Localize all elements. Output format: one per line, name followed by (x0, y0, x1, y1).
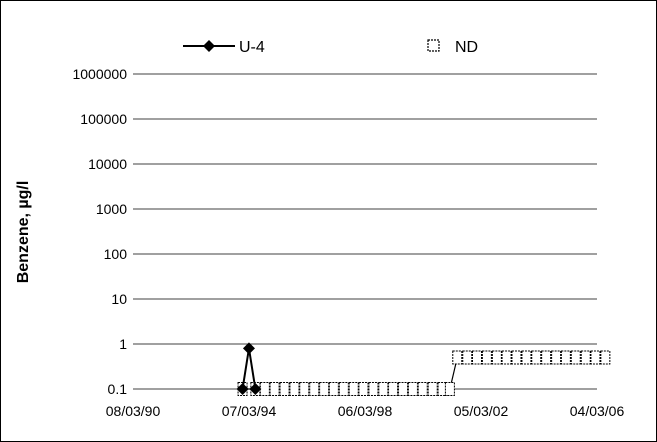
x-tick-label: 04/03/06 (570, 403, 625, 419)
nd-point-marker (407, 382, 418, 396)
nd-point-marker (452, 350, 463, 365)
y-axis-tick-labels: 0.1 1 10 100 1000 10000 100000 1000000 (72, 66, 127, 397)
legend-u4-diamond-icon (203, 40, 215, 52)
x-axis-tick-labels: 08/03/90 07/03/94 06/03/98 05/03/02 04/03/06 (106, 403, 625, 419)
x-tick-label: 06/03/98 (338, 403, 393, 419)
nd-point-marker (388, 382, 399, 396)
y-axis-label: Benzene, µg/l (15, 181, 32, 284)
nd-point-marker (319, 382, 330, 396)
nd-point-marker (560, 350, 571, 365)
y-tick-label: 1000000 (72, 66, 127, 82)
x-tick-label: 05/03/02 (454, 403, 509, 419)
nd-point-marker (491, 350, 502, 365)
u4-series-line (241, 348, 257, 390)
nd-point-marker (269, 382, 280, 396)
nd-point-marker (417, 382, 428, 396)
nd-point-marker (521, 350, 532, 365)
y-tick-label: 1000 (96, 201, 127, 217)
nd-point-marker (580, 350, 591, 365)
nd-point-marker (570, 350, 581, 365)
legend: U-4 ND (183, 39, 478, 56)
nd-point-marker (481, 350, 492, 365)
series-u4 (236, 342, 262, 395)
nd-point-marker (398, 382, 409, 396)
nd-point-marker (299, 382, 310, 396)
legend-nd-label: ND (455, 39, 478, 56)
nd-point-marker (531, 350, 542, 365)
nd-point-marker (590, 350, 601, 365)
nd-point-marker (348, 382, 359, 396)
nd-point-marker (378, 382, 389, 396)
nd-point-marker (427, 382, 438, 396)
x-tick-label: 07/03/94 (222, 403, 277, 419)
grid-lines (133, 73, 597, 390)
nd-point-marker (462, 350, 473, 365)
y-tick-label: 10 (111, 291, 127, 307)
nd-point-marker (541, 350, 552, 365)
nd-point-marker (511, 350, 522, 365)
nd-point-marker (444, 382, 455, 396)
nd-point-marker (501, 350, 512, 365)
nd-point-marker (328, 382, 339, 396)
y-tick-label: 10000 (88, 156, 127, 172)
nd-point-marker (551, 350, 562, 365)
nd-point-marker (259, 382, 270, 396)
nd-point-marker (358, 382, 369, 396)
legend-nd-square-icon (427, 39, 440, 52)
nd-point-marker (289, 382, 300, 396)
y-tick-label: 100000 (80, 111, 127, 127)
nd-point-marker (338, 382, 349, 396)
y-tick-label: 100 (104, 246, 128, 262)
y-tick-label: 1 (119, 336, 127, 352)
u4-point-marker (249, 383, 262, 395)
nd-point-marker (471, 350, 482, 365)
y-tick-label: 0.1 (108, 381, 128, 397)
nd-point-marker (309, 382, 320, 396)
u4-point-marker (242, 342, 255, 355)
nd-point-marker (600, 350, 611, 365)
nd-point-marker (279, 382, 290, 396)
x-tick-label: 08/03/90 (106, 403, 161, 419)
nd-point-marker (368, 382, 379, 396)
legend-u4-label: U-4 (239, 39, 265, 56)
u4-point-marker (236, 383, 249, 395)
